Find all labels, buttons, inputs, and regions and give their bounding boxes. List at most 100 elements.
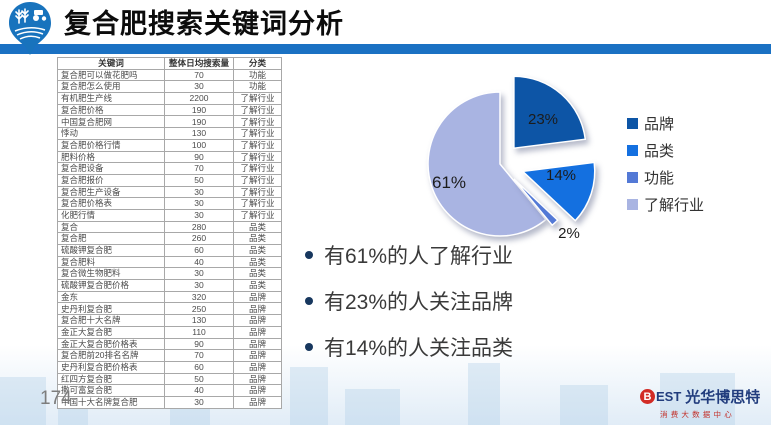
category-cell: 品类 [233,220,282,234]
keyword-cell: 红四方复合肥 [57,372,165,386]
category-cell: 功能 [233,80,282,94]
insight-bullets: 有61%的人了解行业 有23%的人关注品牌 有14%的人关注品类 [305,240,513,378]
volume-cell: 30 [164,208,234,222]
table-row: 化肥行情 30 了解行业 [57,208,282,222]
legend-swatch-industry [627,199,638,210]
pie-slice-category [521,161,596,222]
legend-swatch-brand [627,118,638,129]
volume-cell: 260 [164,232,234,245]
volume-cell: 30 [164,279,234,292]
bullet-dot-icon [305,297,313,305]
category-cell: 品牌 [233,360,282,374]
table-row: 硫酸钾复合肥 60 品类 [57,244,282,257]
table-row: 金东 320 品牌 [57,290,282,304]
keyword-cell: 化肥行情 [57,208,165,222]
keyword-cell: 复合肥价格 [57,103,165,117]
category-cell: 了解行业 [233,208,282,222]
volume-cell: 30 [164,197,234,210]
keyword-cell: 中国十大名牌复合肥 [57,395,165,409]
volume-cell: 130 [164,314,234,327]
keyword-cell: 史丹利复合肥价格表 [57,360,165,374]
table-row: 复合肥怎么使用 30 功能 [57,80,282,94]
category-cell: 了解行业 [233,185,282,199]
table-row: 复合肥十大名牌 130 品牌 [57,314,282,327]
table-row: 中国十大名牌复合肥 30 品牌 [57,395,282,409]
pie-slice-industry [427,91,547,237]
table-row: 悸动 130 了解行业 [57,127,282,140]
table-row: 复合肥价格表 30 了解行业 [57,197,282,210]
legend-item-function: 功能 [627,164,704,191]
pie-slice-brand [513,75,587,150]
category-cell: 了解行业 [233,92,282,105]
keyword-cell: 史丹利复合肥 [57,302,165,316]
pie-chart-svg: 61% 23% 14% 2% [427,75,596,242]
keyword-table: 关键词 整体日均搜索量 分类 复合肥可以做花肥吗 70 功能 复合肥怎么使用 30 功能有… [57,57,282,409]
table-row: 复合肥价格行情 100 了解行业 [57,138,282,152]
pie-chart: 61% 23% 14% 2% [392,58,627,263]
table-row: 中国复合肥网 190 了解行业 [57,115,282,129]
category-cell: 功能 [233,68,282,82]
keyword-cell: 撒可富复合肥 [57,384,165,397]
pie-label-brand: 23% [528,111,558,128]
keyword-cell: 复合肥可以做花肥吗 [57,68,165,82]
category-cell: 品牌 [233,372,282,386]
category-cell: 品牌 [233,314,282,327]
volume-cell: 40 [164,384,234,397]
category-cell: 了解行业 [233,150,282,164]
keyword-cell: 悸动 [57,127,165,140]
volume-cell: 50 [164,372,234,386]
legend-swatch-function [627,172,638,183]
building-shape [0,377,46,425]
page-title: 复合肥搜索关键词分析 [64,9,344,39]
table-row: 史丹利复合肥价格表 60 品牌 [57,360,282,374]
table-row: 复合肥生产设备 30 了解行业 [57,185,282,199]
legend-item-industry: 了解行业 [627,191,704,218]
logo-drop-icon [9,2,51,55]
volume-cell: 70 [164,68,234,82]
table-row: 硫酸钾复合肥价格 30 品类 [57,279,282,292]
title-bar [0,44,771,54]
keyword-cell: 硫酸钾复合肥 [57,244,165,257]
category-cell: 了解行业 [233,162,282,175]
footer-brand-subtitle: 消费大数据中心 [660,410,735,419]
volume-cell: 110 [164,325,234,339]
legend-label: 了解行业 [644,197,705,214]
category-cell: 品牌 [233,290,282,304]
volume-cell: 190 [164,115,234,129]
volume-cell: 320 [164,290,234,304]
category-cell: 品类 [233,232,282,245]
table-row: 复合肥 260 品类 [57,232,282,245]
keyword-cell: 中国复合肥网 [57,115,165,129]
legend-label: 功能 [644,170,675,187]
volume-cell: 30 [164,80,234,94]
keyword-cell: 有机肥生产线 [57,92,165,105]
keyword-cell: 复合肥价格行情 [57,138,165,152]
category-cell: 品牌 [233,349,282,362]
volume-cell: 70 [164,162,234,175]
footer-brand-name: 光华博思特 [685,389,761,406]
volume-cell: 60 [164,244,234,257]
volume-cell: 280 [164,220,234,234]
page-number: 174 [40,388,72,409]
category-cell: 了解行业 [233,173,282,187]
category-cell: 了解行业 [233,115,282,129]
building-shape [560,385,608,425]
pie-label-function: 2% [558,225,580,242]
category-cell: 品牌 [233,395,282,409]
category-cell: 品类 [233,279,282,292]
table-row: 复合肥可以做花肥吗 70 功能 [57,68,282,82]
table-row: 复合肥前20排名名牌 70 品牌 [57,349,282,362]
bullet-text: 有14%的人关注品类 [324,337,514,360]
table-row: 撒可富复合肥 40 品牌 [57,384,282,397]
legend-swatch-category [627,145,638,156]
footer-brand-logo: B EST 光华博思特 消费大数据中心 [640,386,760,420]
building-shape [660,373,735,425]
bullet-item: 有61%的人了解行业 [305,240,513,270]
keyword-cell: 金正大复合肥 [57,325,165,339]
category-cell: 品牌 [233,325,282,339]
pie-slice-function [513,178,559,227]
table-row: 复合肥价格 190 了解行业 [57,103,282,117]
table-header-volume: 整体日均搜索量 [164,57,234,70]
building-shape [290,367,328,425]
keyword-cell: 复合微生物肥料 [57,267,165,281]
